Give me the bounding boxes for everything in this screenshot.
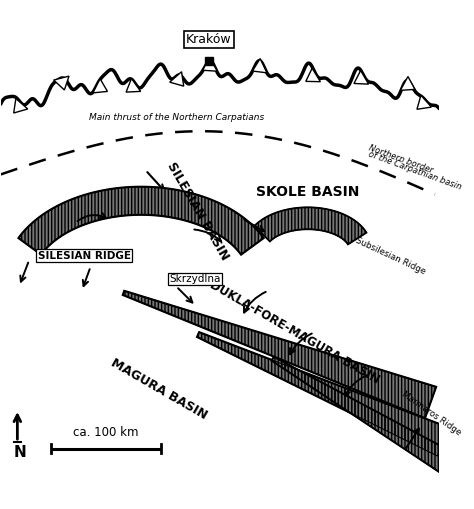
Polygon shape	[123, 291, 436, 418]
Polygon shape	[255, 207, 366, 244]
Polygon shape	[197, 332, 450, 456]
Text: DUKLA-FORE-MAGURA BASIN: DUKLA-FORE-MAGURA BASIN	[208, 278, 382, 386]
Text: Kraków: Kraków	[186, 33, 232, 46]
Polygon shape	[54, 76, 69, 90]
Text: Northern border: Northern border	[367, 143, 434, 175]
Polygon shape	[170, 72, 184, 86]
Polygon shape	[306, 68, 320, 81]
Polygon shape	[354, 70, 369, 84]
Text: Skrzydlna: Skrzydlna	[170, 274, 221, 284]
Polygon shape	[253, 59, 267, 73]
Polygon shape	[93, 79, 108, 93]
Polygon shape	[14, 99, 28, 113]
Polygon shape	[401, 76, 415, 91]
Text: of the Carpathian basin: of the Carpathian basin	[367, 150, 463, 192]
Polygon shape	[417, 95, 431, 109]
Text: Marmaros Ridge: Marmaros Ridge	[400, 390, 463, 437]
Text: N: N	[13, 445, 26, 461]
Text: SKOLE BASIN: SKOLE BASIN	[256, 185, 359, 199]
Text: Main thrust of the Northern Carpatians: Main thrust of the Northern Carpatians	[89, 113, 264, 122]
Text: ca. 100 km: ca. 100 km	[73, 426, 139, 439]
Polygon shape	[18, 187, 264, 254]
Text: MAGURA BASIN: MAGURA BASIN	[108, 356, 209, 422]
Text: SILESIAN RIDGE: SILESIAN RIDGE	[37, 250, 130, 261]
Polygon shape	[126, 78, 141, 92]
Text: SILESIAN BASIN: SILESIAN BASIN	[165, 160, 231, 263]
Text: Subsilesian Ridge: Subsilesian Ridge	[354, 235, 427, 276]
Polygon shape	[272, 357, 459, 477]
Polygon shape	[203, 58, 217, 71]
